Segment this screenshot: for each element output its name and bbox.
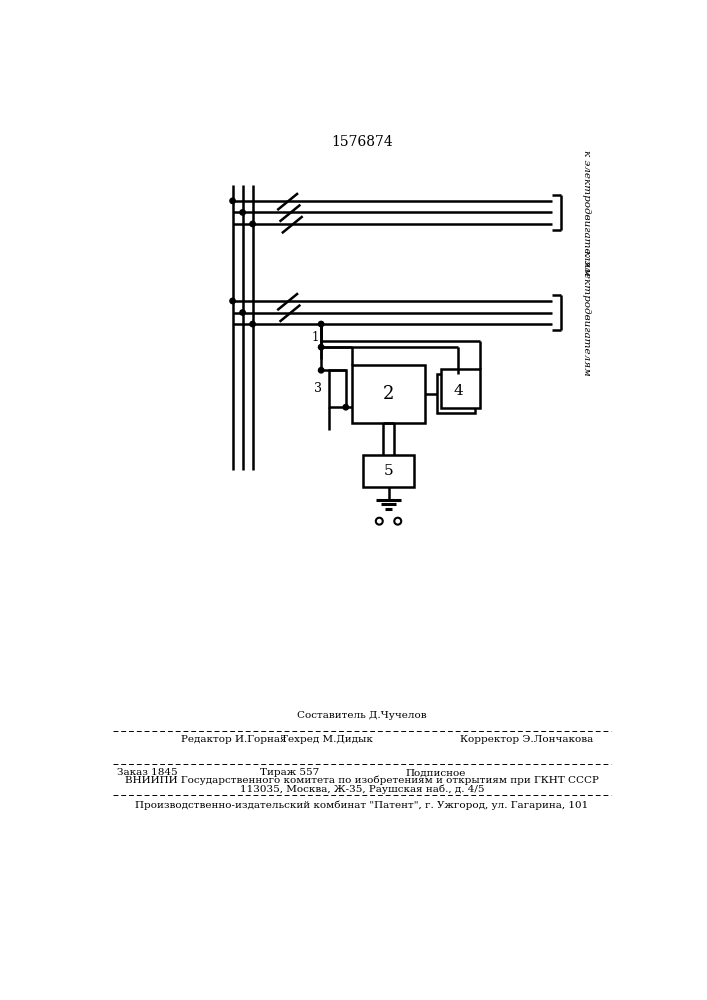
- Text: Редактор И.Горная: Редактор И.Горная: [181, 735, 286, 744]
- Bar: [329, 370, 346, 407]
- Text: Подписное: Подписное: [406, 768, 466, 777]
- Circle shape: [240, 310, 245, 315]
- Text: 3: 3: [314, 382, 322, 395]
- Circle shape: [318, 321, 324, 327]
- Circle shape: [230, 298, 235, 304]
- Circle shape: [318, 344, 324, 350]
- Text: к электродвигателям: к электродвигателям: [583, 150, 591, 275]
- Text: к электродвигателям: к электродвигателям: [583, 250, 591, 375]
- Circle shape: [343, 405, 349, 410]
- Circle shape: [250, 221, 255, 227]
- Text: 1: 1: [311, 331, 319, 344]
- Text: Составитель Д.Чучелов: Составитель Д.Чучелов: [297, 711, 427, 720]
- Text: 4: 4: [453, 384, 463, 398]
- Text: Тираж 557: Тираж 557: [259, 768, 319, 777]
- Circle shape: [250, 321, 255, 327]
- Bar: [352, 365, 425, 423]
- Text: ВНИИПИ Государственного комитета по изобретениям и открытиям при ГКНТ СССР: ВНИИПИ Государственного комитета по изоб…: [125, 776, 599, 785]
- Circle shape: [240, 210, 245, 215]
- Bar: [363, 455, 414, 487]
- Text: 5: 5: [384, 464, 393, 478]
- Text: Производственно-издательский комбинат "Патент", г. Ужгород, ул. Гагарина, 101: Производственно-издательский комбинат "П…: [135, 801, 588, 810]
- Text: 113035, Москва, Ж-35, Раушская наб., д. 4/5: 113035, Москва, Ж-35, Раушская наб., д. …: [240, 784, 484, 794]
- Text: Заказ 1845: Заказ 1845: [117, 768, 177, 777]
- Circle shape: [318, 368, 324, 373]
- Bar: [437, 374, 475, 413]
- Bar: [441, 369, 480, 408]
- Text: 2: 2: [382, 385, 395, 403]
- Text: Техред М.Дидык: Техред М.Дидык: [281, 735, 373, 744]
- Circle shape: [230, 198, 235, 204]
- Text: Корректор Э.Лончакова: Корректор Э.Лончакова: [460, 735, 593, 744]
- Text: 1576874: 1576874: [331, 135, 393, 149]
